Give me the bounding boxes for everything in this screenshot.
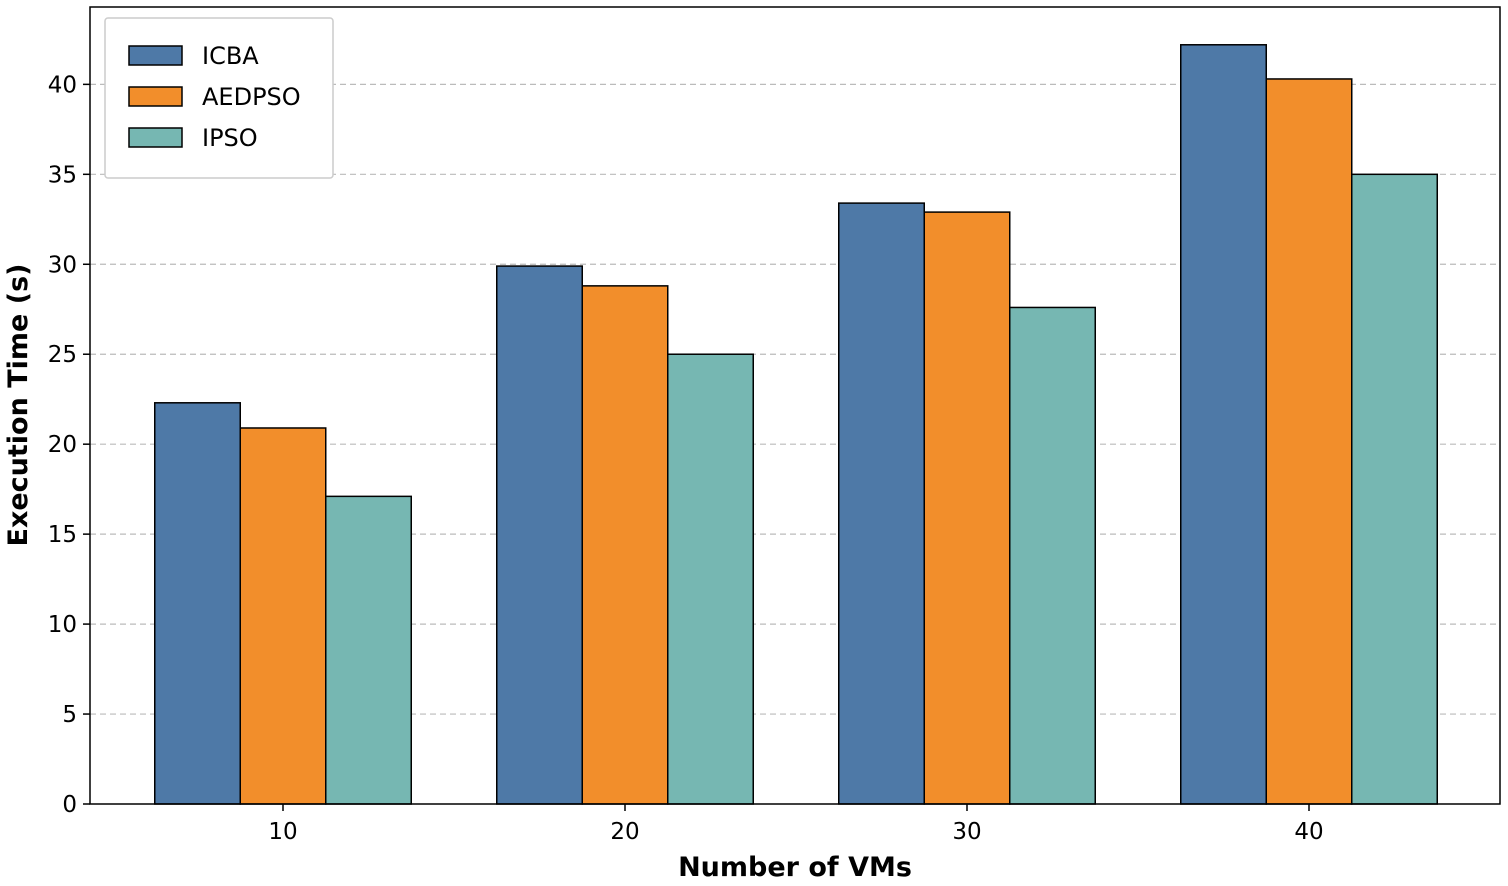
y-axis-label: Execution Time (s) xyxy=(3,264,34,547)
legend-swatch xyxy=(128,86,183,107)
y-tick-label: 35 xyxy=(48,162,77,188)
y-tick-label: 5 xyxy=(62,702,77,728)
y-tick-label: 30 xyxy=(48,252,77,278)
y-tick-label: 0 xyxy=(62,792,77,818)
legend-label: IPSO xyxy=(202,124,258,152)
bar-aedpso-10 xyxy=(239,427,327,805)
legend-swatch xyxy=(128,127,183,148)
bar-aedpso-20 xyxy=(581,285,669,805)
bars xyxy=(154,44,1438,805)
bar-aedpso-30 xyxy=(923,211,1011,805)
bar-icba-10 xyxy=(154,402,241,805)
legend-label: ICBA xyxy=(202,42,259,70)
y-axis-ticks: 0 5 10 15 20 25 30 35 40 xyxy=(48,72,90,818)
legend-swatch xyxy=(128,45,183,66)
y-tick-label: 25 xyxy=(48,342,77,368)
bar-icba-30 xyxy=(838,202,925,805)
x-tick-label: 20 xyxy=(610,819,639,845)
bar-ipso-10 xyxy=(325,495,412,805)
bar-aedpso-40 xyxy=(1265,78,1353,805)
bar-ipso-40 xyxy=(1351,173,1438,805)
plot-frame xyxy=(89,6,1501,805)
bar-icba-40 xyxy=(1180,44,1267,805)
bar-ipso-20 xyxy=(667,353,754,805)
y-tick-label: 15 xyxy=(48,522,77,548)
y-tick-label: 40 xyxy=(48,72,77,98)
y-tick-label: 10 xyxy=(48,612,77,638)
bar-icba-20 xyxy=(496,265,583,805)
x-axis-label: Number of VMs xyxy=(678,852,912,882)
x-axis-ticks: 10 20 30 40 xyxy=(268,804,1324,845)
bar-ipso-30 xyxy=(1009,306,1096,805)
x-tick-label: 30 xyxy=(952,819,981,845)
x-tick-label: 10 xyxy=(268,819,297,845)
legend-label: AEDPSO xyxy=(202,83,301,111)
y-tick-label: 20 xyxy=(48,432,77,458)
legend: ICBA AEDPSO IPSO xyxy=(104,17,334,179)
x-tick-label: 40 xyxy=(1294,819,1323,845)
